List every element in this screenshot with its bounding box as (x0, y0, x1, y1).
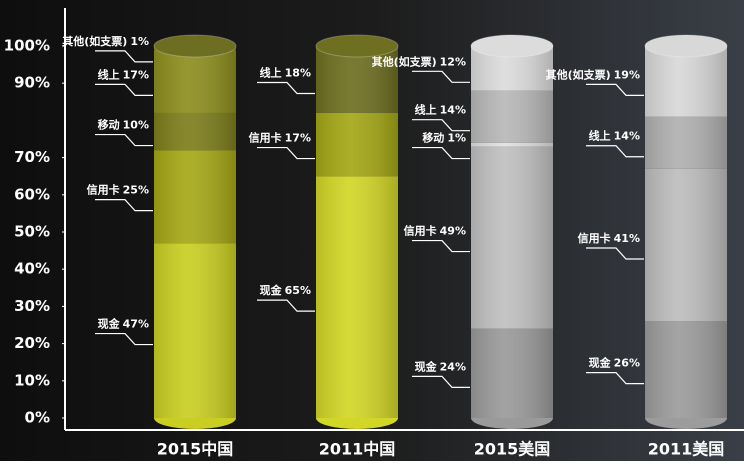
value-label: 14% (440, 104, 466, 117)
y-tick-label: 10% (14, 371, 50, 389)
value-label: 19% (614, 68, 640, 81)
data-label: 其他(如支票)1% (62, 34, 149, 48)
cylinder-top (471, 35, 553, 57)
y-tick-label: 90% (14, 74, 50, 92)
series-name: 信用卡 (578, 231, 611, 245)
value-label: 65% (285, 284, 311, 297)
chart: 0%10%20%30%40%50%60%70%90%100%现金47%信用卡25… (0, 0, 744, 461)
segment-shade (154, 113, 236, 150)
value-label: 18% (285, 66, 311, 79)
series-name: 线上 (589, 129, 611, 143)
segment-shade (154, 50, 236, 113)
segment-shade (154, 243, 236, 418)
data-label: 其他(如支票)19% (546, 67, 640, 81)
cylinder-top (316, 35, 398, 57)
cylinder-top (154, 35, 236, 57)
y-tick-label: 100% (4, 37, 50, 55)
data-label: 现金47% (98, 317, 149, 331)
series-name: 线上 (415, 103, 437, 117)
cylinder-top (645, 35, 727, 57)
segment-shade (645, 117, 727, 169)
segment-shade (471, 91, 553, 143)
series-name: 信用卡 (249, 131, 282, 145)
value-label: 41% (614, 232, 640, 245)
series-name: 移动 (422, 131, 444, 145)
series-name: 信用卡 (404, 224, 437, 238)
segment-shade (471, 146, 553, 328)
y-tick-label: 60% (14, 185, 50, 203)
x-tick-label: 2015中国 (157, 440, 234, 459)
segment-shade (316, 113, 398, 176)
value-label: 25% (123, 184, 149, 197)
series-name: 现金 (98, 317, 121, 331)
segment-shade (316, 176, 398, 418)
value-label: 14% (614, 130, 640, 143)
segment-shade (154, 150, 236, 243)
data-label: 其他(如支票)12% (372, 54, 466, 68)
y-tick-label: 0% (25, 409, 50, 427)
series-name: 其他(如支票) (546, 67, 611, 81)
x-tick-label: 2011美国 (648, 440, 725, 459)
value-label: 24% (440, 360, 466, 373)
value-label: 49% (440, 225, 466, 238)
segment-shade (645, 321, 727, 418)
value-label: 10% (123, 119, 149, 132)
value-label: 17% (123, 68, 149, 81)
series-name: 现金 (415, 359, 438, 373)
series-name: 线上 (260, 65, 282, 79)
segment-shade (645, 169, 727, 322)
series-name: 线上 (98, 67, 120, 81)
segment-shade (471, 143, 553, 147)
y-tick-label: 30% (14, 297, 50, 315)
series-name: 其他(如支票) (62, 34, 127, 48)
value-label: 1% (130, 35, 149, 48)
y-tick-label: 20% (14, 334, 50, 352)
value-label: 47% (123, 318, 149, 331)
x-tick-label: 2015美国 (474, 440, 551, 459)
value-label: 1% (447, 132, 466, 145)
value-label: 26% (614, 357, 640, 370)
series-name: 其他(如支票) (372, 54, 437, 68)
segment-shade (471, 329, 553, 418)
value-label: 17% (285, 132, 311, 145)
y-tick-label: 50% (14, 223, 50, 241)
x-tick-label: 2011中国 (319, 440, 396, 459)
series-name: 移动 (98, 118, 120, 132)
value-label: 12% (440, 55, 466, 68)
series-name: 现金 (589, 356, 612, 370)
series-name: 现金 (260, 283, 283, 297)
y-tick-label: 70% (14, 148, 50, 166)
y-tick-label: 40% (14, 260, 50, 278)
series-name: 信用卡 (87, 183, 120, 197)
